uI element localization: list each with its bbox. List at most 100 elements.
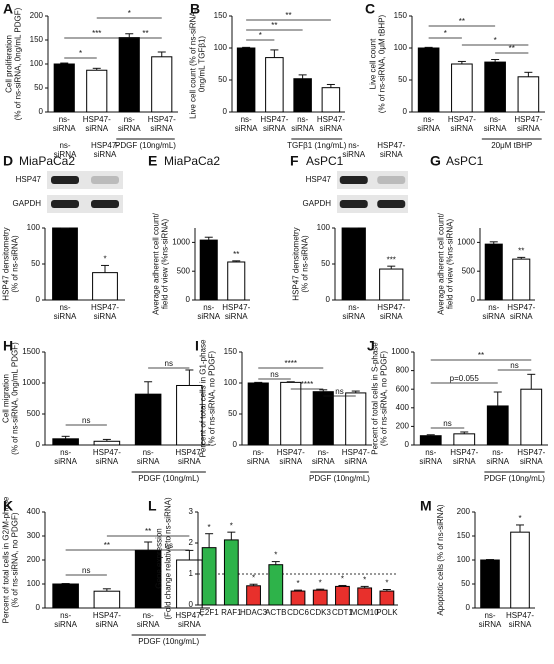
x-tick-label: HSP47-siRNA [277,448,305,466]
y-axis-label: Gene expression(Fold change relative to … [155,497,173,620]
bar [417,47,440,113]
significance-label: * [252,573,255,582]
y-tick-label: 0 [189,600,194,609]
y-tick-label: 2 [189,538,194,547]
panel-letter: A [3,1,13,17]
panel-letter: M [420,498,432,514]
x-tick-label: HSP47-siRNA [507,303,535,321]
x-tick-label: ns-siRNA [486,448,509,466]
significance-label: * [363,576,366,585]
y-tick-label: 0 [36,603,41,612]
x-tick-label: MCM10 [351,608,380,617]
y-axis-label: Percent of total cells in G1-phase(% of … [199,339,217,457]
panel-letter: K [3,498,13,514]
y-tick-label: 50 [34,83,43,92]
x-tick-label: HSP47-siRNA [93,611,121,629]
blot-band [51,176,79,184]
panel: I Percent of total cells in G1-phase(% of… [195,338,372,483]
y-tick-label: 200 [396,422,410,431]
y-axis-label-line: Percent of total cells in S-phase [371,342,380,455]
y-tick-label: 300 [27,531,41,540]
panel-letter: E [148,153,157,169]
y-tick-label: 0 [326,295,331,304]
x-tick-label: CDT1 [332,608,353,617]
blot-row-label: GAPDH [303,199,332,208]
significance-label: ** [233,250,239,259]
y-tick-label: 0 [403,107,408,116]
y-tick-label: 600 [396,384,410,393]
y-tick-label: 0 [466,603,471,612]
y-axis-label-line: HSP47 densitometry [292,227,301,300]
y-tick-label: 1000 [172,238,190,247]
significance-label: * [274,551,277,560]
bar [247,382,269,446]
bar [379,590,395,606]
bar [199,239,218,301]
y-axis-label: Cell migration(% of ns-siRNA, 0ng/mL PDG… [2,342,20,455]
significance-label: ** [142,29,148,38]
x-tick-label: E2F1 [200,608,220,617]
panel-letter: G [430,153,441,169]
x-tick-label: ACTB [265,608,286,617]
y-tick-label: 500 [177,266,191,275]
y-axis-label-line: Gene expression [155,528,164,588]
y-tick-label: 0 [186,295,191,304]
y-axis-label: Percent of total cells in G2/M-phase(% o… [2,496,20,623]
y-tick-label: 400 [396,403,410,412]
x-tick-label: RAF1 [221,608,242,617]
y-axis-label-line: Live cell count [369,38,378,89]
y-tick-label: 0 [39,107,44,116]
x-tick-label: ns-siRNA [54,303,77,321]
x-tick-label: ns-siRNA [137,448,160,466]
bar [341,227,366,301]
y-axis-label: HSP47 densitometry(% of ns-siRNA) [2,227,20,300]
significance-label: * [319,578,322,587]
bar [335,585,350,606]
bar [357,587,373,606]
bar [134,393,162,446]
significance-label: ns [165,359,173,368]
y-tick-label: 0 [223,107,228,116]
blot-band [339,176,368,184]
y-tick-label: 800 [396,366,410,375]
bar [517,76,540,113]
blot-background [47,171,123,189]
x-tick-label: ns-siRNA [247,448,270,466]
blot-row-label: HSP47 [306,175,332,184]
significance-label: * [79,49,82,58]
y-axis-label: Live cell count (% of ns-siRNA,0ng/mL TG… [189,9,207,119]
panel: M Apoptotic cells (% of ns-siRNA) 0 50 100 15… [420,498,535,629]
y-tick-label: 200 [27,555,41,564]
y-tick-label: 50 [461,579,470,588]
y-tick-label: 1000 [22,378,40,387]
y-axis-label-line: Average adherent cell count/ [152,212,161,314]
bar [236,47,256,113]
bar [118,37,140,113]
x-tick-label: POLK [376,608,398,617]
y-tick-label: 100 [27,579,41,588]
x-tick-label: HSP47-siRNA [175,448,203,466]
y-tick-label: 3 [189,507,194,516]
significance-label: * [518,514,521,523]
x-tick-label: HSP47-siRNA [222,303,250,321]
significance-label: *** [387,255,396,264]
x-tick-label: HSP47-siRNA [448,115,476,133]
x-tick-label: HSP47-siRNA [517,448,545,466]
y-axis-label-line: Apoptotic cells (% of ns-siRNA) [436,504,445,615]
bar [280,381,302,446]
x-tick-label: HSP47-siRNA [83,115,111,133]
x-tick-label: ns-siRNA [479,611,502,629]
bar [268,564,284,606]
y-axis-label: HSP47 densitometry(% of ns-siRNA) [292,227,310,300]
y-tick-label: 0 [405,440,410,449]
x-tick-label: ns-siRNA [54,611,77,629]
panel-letter: I [195,338,199,354]
y-tick-label: 100 [214,43,228,52]
bar [92,272,118,301]
x-tick-label: HSP47-siRNA [91,303,119,321]
blot-row-label: HSP47 [16,175,42,184]
y-axis-label-line: (% of ns-siRNA, no PDGF) [380,351,389,446]
y-tick-label: 1000 [391,347,409,356]
x-tick-label: ns-siRNA [482,303,505,321]
